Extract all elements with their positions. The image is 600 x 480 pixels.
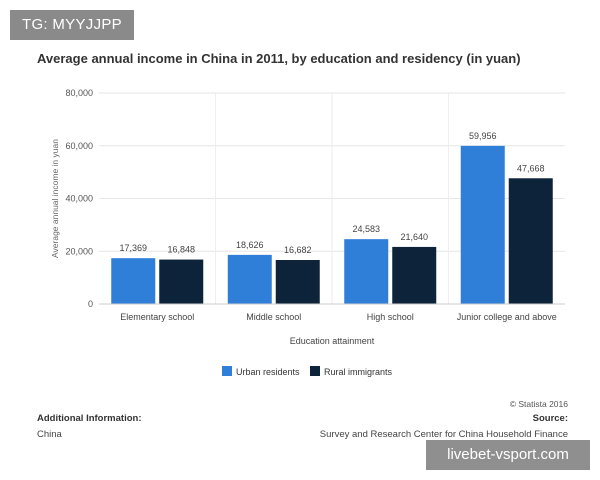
copyright: © Statista 2016 bbox=[509, 399, 568, 409]
data-label-urban: 24,583 bbox=[352, 224, 380, 234]
legend-label-urban: Urban residents bbox=[236, 367, 300, 377]
additional-info-value: China bbox=[37, 429, 62, 440]
data-label-rural: 47,668 bbox=[517, 163, 545, 173]
category-label: Elementary school bbox=[120, 312, 194, 322]
additional-info-title: Additional Information: bbox=[37, 413, 142, 424]
data-label-rural: 16,848 bbox=[167, 245, 195, 255]
y-tick-label: 20,000 bbox=[65, 246, 93, 256]
bar-rural bbox=[275, 260, 320, 304]
y-tick-label: 40,000 bbox=[65, 194, 93, 204]
x-axis-title: Education attainment bbox=[290, 336, 375, 346]
data-label-urban: 59,956 bbox=[469, 131, 497, 141]
bar-urban bbox=[227, 254, 272, 304]
watermark: livebet-vsport.com bbox=[426, 440, 590, 470]
bar-rural bbox=[392, 246, 437, 304]
data-label-urban: 17,369 bbox=[119, 243, 147, 253]
legend-label-rural: Rural immigrants bbox=[324, 367, 393, 377]
category-label: Junior college and above bbox=[457, 312, 557, 322]
legend-swatch-urban bbox=[222, 366, 232, 376]
bar-rural bbox=[159, 259, 204, 304]
tg-badge: TG: MYYJJPP bbox=[10, 10, 134, 40]
chart-title: Average annual income in China in 2011, … bbox=[37, 51, 521, 66]
category-label: High school bbox=[367, 312, 414, 322]
bar-chart: 0 20,000 40,000 60,000 80,000 Average annual … bbox=[50, 88, 565, 377]
y-tick-label: 60,000 bbox=[65, 141, 93, 151]
bar-rural bbox=[508, 178, 553, 304]
y-axis-title: Average annual income in yuan bbox=[50, 139, 60, 258]
data-label-urban: 18,626 bbox=[236, 240, 264, 250]
bar-urban bbox=[344, 239, 389, 304]
bar-urban bbox=[111, 258, 156, 304]
legend-swatch-rural bbox=[310, 366, 320, 376]
source-title: Source: bbox=[532, 413, 568, 424]
y-tick-label: 0 bbox=[88, 299, 93, 309]
y-tick-label: 80,000 bbox=[65, 88, 93, 98]
data-label-rural: 21,640 bbox=[400, 232, 428, 242]
data-label-rural: 16,682 bbox=[284, 245, 312, 255]
source-value: Survey and Research Center for China Hou… bbox=[319, 429, 568, 440]
category-label: Middle school bbox=[246, 312, 301, 322]
bar-urban bbox=[460, 145, 505, 304]
